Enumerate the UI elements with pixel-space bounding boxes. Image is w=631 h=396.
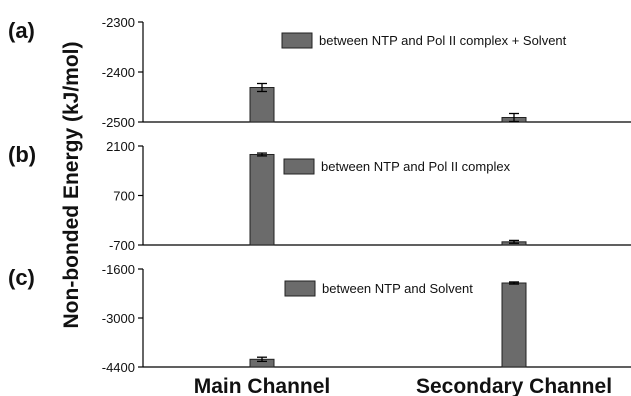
legend-swatch: [283, 158, 315, 175]
panel-label: (b): [8, 142, 36, 167]
legend-swatch: [281, 32, 313, 49]
y-tick-label: -2300: [102, 15, 135, 30]
y-tick-label: -2400: [102, 65, 135, 80]
legend-swatch: [284, 280, 316, 297]
y-tick-label: -700: [109, 238, 135, 253]
y-tick-label: -1600: [102, 262, 135, 277]
bar: [249, 87, 275, 123]
y-tick-label: 700: [113, 189, 135, 204]
y-axis-label: Non-bonded Energy (kJ/mol): [60, 41, 83, 328]
y-tick-label: -4400: [102, 360, 135, 375]
panel-label: (c): [8, 265, 35, 290]
panels-group: (a) -2300 -2400 -2500 between NTP and Pol II…: [8, 15, 631, 375]
y-tick-label: 2100: [106, 139, 135, 154]
category-label-secondary-channel: Secondary Channel: [416, 375, 612, 396]
panel-2: (b) 2100 700 -700 between NTP and Pol II com…: [8, 139, 631, 253]
bar: [501, 282, 527, 368]
legend-label: between NTP and Pol II complex: [321, 159, 511, 174]
panel-1: (a) -2300 -2400 -2500 between NTP and Pol II…: [8, 15, 631, 130]
category-label-main-channel: Main Channel: [194, 375, 331, 396]
legend-label: between NTP and Pol II complex + Solvent: [319, 33, 567, 48]
y-tick-label: -2500: [102, 115, 135, 130]
legend-label: between NTP and Solvent: [322, 281, 473, 296]
bar: [249, 153, 275, 246]
y-tick-label: -3000: [102, 311, 135, 326]
panel-label: (a): [8, 18, 35, 43]
panel-3: (c) -1600 -3000 -4400 between NTP and Solven…: [8, 262, 631, 375]
